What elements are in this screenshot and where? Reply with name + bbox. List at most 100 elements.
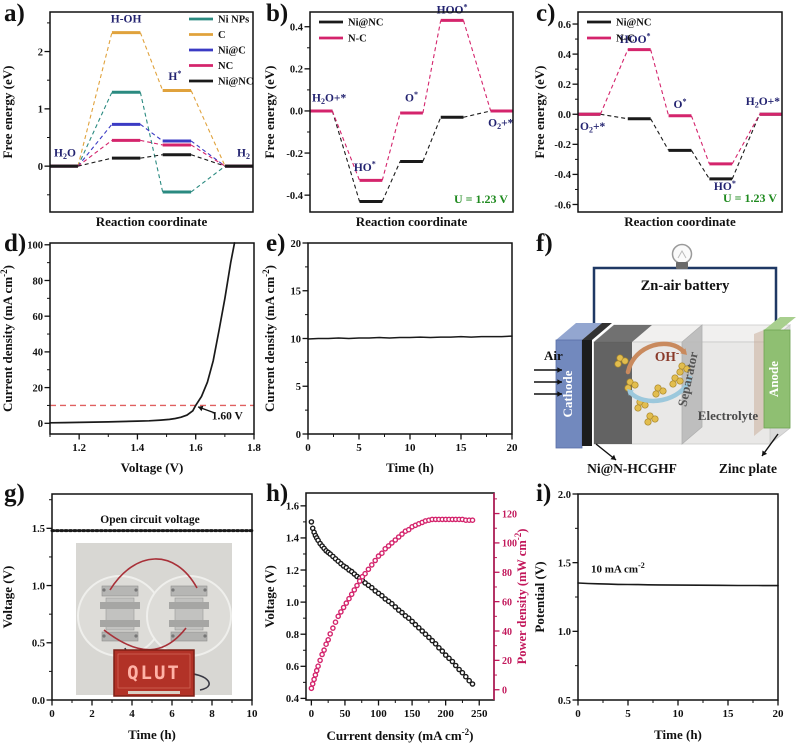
annotation: U = 1.23 V <box>723 191 777 205</box>
series-N-C <box>310 18 513 182</box>
panel-label-d: d) <box>4 230 27 257</box>
y-tick-label: 1.6 <box>286 502 299 513</box>
x-tick-label: 1.2 <box>72 442 86 454</box>
cathode-top <box>556 323 602 340</box>
y-tick-label: 15 <box>291 287 302 298</box>
light-bulb-icon <box>671 243 693 269</box>
x-tick-label: 250 <box>471 708 488 720</box>
panel-h: h) 0 50 100 150 200 250 0.4 0.6 0.8 1.0 1.2 1.4 1.6 0… <box>262 480 532 747</box>
annotation: 1.60 V <box>212 410 244 422</box>
y-tick-label: 0.0 <box>558 110 571 121</box>
legend-label: Ni@C <box>218 46 246 57</box>
series-OER polarization <box>49 242 236 424</box>
y-tick-label: 1.0 <box>558 627 571 638</box>
x-axis-label: Reaction coordinate <box>96 214 208 229</box>
y-tick-label: 60 <box>33 312 44 323</box>
separator-plane <box>681 324 703 445</box>
panel-e: e) 0 5 10 15 20 0 5 10 15 20 Time (h) Current densi… <box>262 230 532 480</box>
plot-frame <box>309 11 514 213</box>
series-Ni@NC <box>310 109 513 203</box>
state-label: H2O <box>54 147 76 161</box>
y-tick-label: 0.5 <box>558 696 571 707</box>
plot-area: 0 5 10 15 20 0 5 10 15 20 Time (h) Current density … <box>262 239 518 475</box>
red-wire <box>109 558 198 591</box>
right-y-tick-label: 100 <box>502 539 517 550</box>
y-tick-label: -0.4 <box>286 191 303 202</box>
x-axis-label: Current density (mA cm-2) <box>326 727 473 743</box>
series-i-t stability <box>307 335 513 340</box>
y-tick-label: 0.2 <box>290 65 303 76</box>
x-tick-label: 50 <box>339 708 351 720</box>
y-tick-label: 0 <box>296 430 301 441</box>
state-label: HOO* <box>437 2 468 16</box>
battery-clamp <box>100 585 140 642</box>
y-tick-label: 0.0 <box>32 696 45 707</box>
axis-ticks <box>572 493 779 706</box>
y-tick-label: 100 <box>27 241 43 252</box>
y-axis-label: Free energy (eV) <box>0 66 15 159</box>
right-axis-ticks <box>494 498 500 691</box>
plot-frame <box>51 493 253 701</box>
state-label: O2+* <box>488 118 514 132</box>
x-tick-label: 5 <box>356 442 362 454</box>
y-tick-label: -0.2 <box>554 140 571 151</box>
electrolyte-label: Electrolyte <box>698 408 759 423</box>
plot-frame <box>49 11 254 213</box>
x-axis-label: Time (h) <box>128 727 176 742</box>
plot-area: 0 1 2 Reaction coordinate Free energy (eV) H2… <box>0 11 254 229</box>
x-tick-label: 4 <box>129 708 135 720</box>
state-label: H* <box>168 69 181 83</box>
right-y-tick-label: 0 <box>502 686 507 697</box>
x-axis-label: Voltage (V) <box>121 460 184 475</box>
x-tick-label: 6 <box>169 708 175 720</box>
legend: Ni@NC N-C <box>587 18 651 45</box>
axis-ticks <box>44 22 50 196</box>
plot-frame <box>577 11 783 213</box>
panel-f: f) Zn-air battery OH- Air Cathode Separator A… <box>532 230 800 480</box>
plot-frame <box>577 493 779 701</box>
y-tick-label: 1.0 <box>286 598 299 609</box>
battery-photo-inset: QLUT <box>76 543 232 697</box>
arrowhead <box>680 348 687 355</box>
series-Ni@NC <box>50 153 253 168</box>
panel-i: i) 0 5 10 15 20 0.5 1.0 1.5 2.0 Time (h) Potential… <box>532 480 800 747</box>
x-tick-label: 20 <box>507 442 519 454</box>
chronoamperometry-chart: 0 5 10 15 20 0 5 10 15 20 Time (h) Current density … <box>262 239 518 475</box>
y-axis-label: Current density (mA cm-2) <box>0 265 15 412</box>
annotation: Open circuit voltage <box>100 514 199 526</box>
x-tick-label: 0 <box>49 708 55 720</box>
catalyst-particles <box>614 354 691 426</box>
arrowhead <box>610 454 616 460</box>
free-energy-chart-her: 0 1 2 Reaction coordinate Free energy (eV) H2… <box>0 11 254 229</box>
legend: Ni@NC N-C <box>319 18 383 45</box>
arrowhead <box>557 391 562 397</box>
panel-label-h: h) <box>266 480 289 507</box>
x-tick-label: 0 <box>305 442 311 454</box>
plot-area: 0 50 100 150 200 250 0.4 0.6 0.8 1.0 1.2 1.4 1.6 0 20 4… <box>262 492 529 743</box>
y-tick-label: 0 <box>38 419 43 430</box>
state-label: O* <box>674 97 687 111</box>
right-y-tick-label: 80 <box>502 568 512 579</box>
air-label: Air <box>544 348 563 363</box>
panel-label-f: f) <box>536 230 553 257</box>
legend-label: N-C <box>348 34 367 45</box>
legend-label: N-C <box>616 34 635 45</box>
y-axis-label: Potential (V) <box>532 561 547 632</box>
arrowhead <box>198 405 204 412</box>
polarization-power-chart: 0 50 100 150 200 250 0.4 0.6 0.8 1.0 1.2 1.4 1.6 0 20 4… <box>262 492 529 743</box>
y-axis-label: Current density (mA cm-2) <box>262 265 277 412</box>
axis-ticks <box>302 242 513 440</box>
y-tick-label: 0 <box>38 162 43 173</box>
panel-label-g: g) <box>4 480 25 507</box>
lsv-chart: 1.2 1.4 1.6 1.8 0 20 40 60 80 100 Voltage (V) Curre… <box>0 241 261 475</box>
panel-a: a) 0 1 2 Reaction coordinate Free energy (eV… <box>0 0 262 230</box>
right-y-tick-label: 20 <box>502 656 512 667</box>
y-tick-label: -0.2 <box>286 149 303 160</box>
right-y-tick-label: 120 <box>502 509 517 520</box>
state-label: O2+* <box>580 121 606 135</box>
x-axis-label: Time (h) <box>654 727 702 742</box>
y-tick-label: 1.5 <box>32 524 45 535</box>
plot-area: 0 5 10 15 20 0.5 1.0 1.5 2.0 Time (h) Potential (V… <box>532 490 784 742</box>
series-Galvanostatic discharge <box>577 582 779 587</box>
